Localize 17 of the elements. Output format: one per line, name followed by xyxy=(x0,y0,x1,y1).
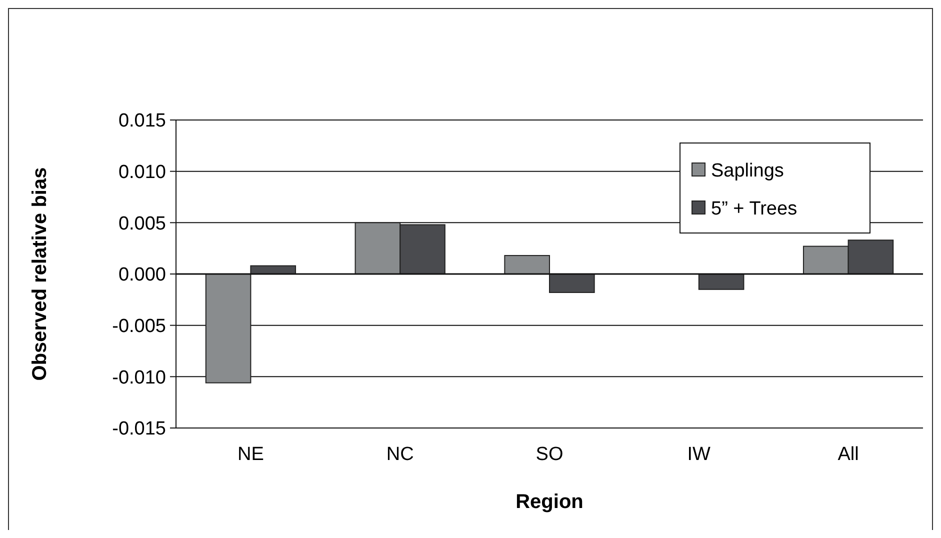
x-tick-label: NC xyxy=(386,444,414,465)
y-tick-label: 0.015 xyxy=(118,110,166,132)
x-tick-label: All xyxy=(838,444,859,465)
bar xyxy=(698,274,744,290)
y-tick-label: -0.010 xyxy=(112,367,166,388)
x-tick-label: IW xyxy=(687,444,711,465)
x-axis-title: Region xyxy=(516,491,584,513)
y-tick-label: 0.010 xyxy=(118,162,166,183)
legend-label: Saplings xyxy=(711,160,784,182)
x-tick-label: NE xyxy=(237,444,264,465)
legend-label: 5” + Trees xyxy=(711,198,798,220)
y-tick-label: -0.015 xyxy=(112,418,166,440)
y-tick-label: 0.005 xyxy=(118,213,166,234)
y-tick-label: 0.000 xyxy=(118,264,166,286)
y-tick-label: -0.005 xyxy=(112,316,166,337)
y-axis-title: Observed relative bias xyxy=(29,167,51,381)
x-tick-label: SO xyxy=(536,444,564,465)
